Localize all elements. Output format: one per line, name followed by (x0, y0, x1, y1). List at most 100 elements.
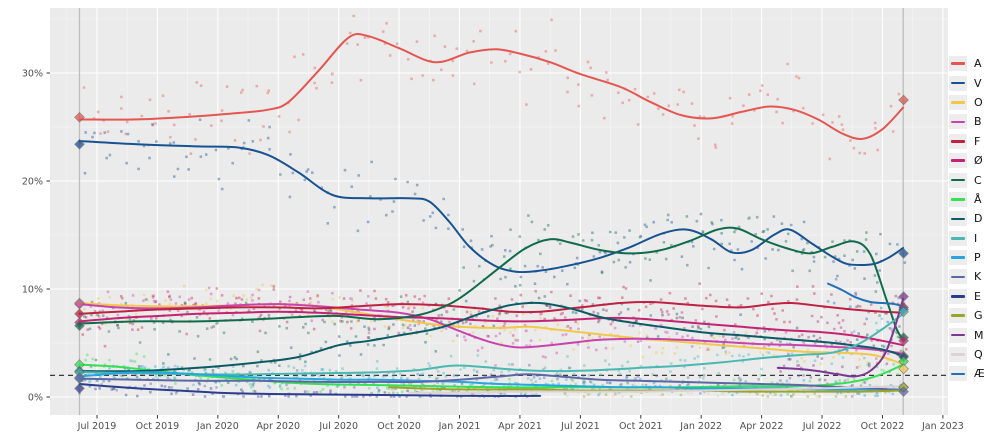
legend-line-swatch (951, 275, 965, 279)
gridlines-minor (50, 8, 948, 415)
x-tick-label: Jan 2022 (679, 421, 722, 432)
election-result-marker-M (898, 291, 909, 302)
election-result-marker-F (74, 308, 85, 320)
legend-key (949, 133, 967, 149)
legend-line-swatch (951, 159, 965, 162)
legend-key (949, 327, 967, 343)
election-result-marker-K (898, 386, 909, 397)
legend-key (949, 114, 967, 130)
legend-label: I (974, 231, 978, 245)
x-tick-label: Oct 2019 (136, 421, 180, 432)
legend-label: F (974, 134, 981, 148)
x-tick-label: Jul 2022 (802, 421, 842, 432)
legend-line-swatch (951, 217, 965, 221)
legend-label: D (974, 212, 983, 226)
series-scatter-C (83, 213, 900, 344)
legend-item-Æ: Æ (949, 364, 999, 383)
election-result-marker-I (898, 306, 909, 318)
series-line-G (388, 386, 905, 393)
legend-key (949, 172, 967, 188)
x-tick-label: Jan 2020 (196, 421, 239, 432)
legend-line-swatch (951, 333, 965, 337)
axis-ticks (46, 72, 944, 419)
legend-key (949, 269, 967, 285)
legend-item-K: K (949, 267, 999, 286)
plot-panel (50, 8, 948, 415)
legend-line-swatch (951, 295, 965, 298)
election-result-marker-V (898, 248, 909, 259)
legend-line-swatch (951, 256, 965, 259)
x-tick-label: Apr 2020 (256, 421, 300, 432)
legend-line-swatch (951, 372, 965, 376)
x-tick-label: Jul 2021 (560, 421, 600, 432)
legend-label: Q (974, 348, 983, 362)
data-layer (74, 14, 909, 398)
y-tick-label: 30% (22, 68, 43, 79)
legend-line-swatch (951, 101, 965, 104)
legend-line-swatch (951, 314, 965, 318)
legend-line-swatch (951, 62, 965, 65)
series-line-P (78, 371, 905, 391)
legend-item-E: E (949, 287, 999, 306)
series-line-Q (408, 385, 905, 394)
x-tick-label: Jul 2019 (77, 421, 117, 432)
series-line-V (78, 140, 905, 274)
legend-item-F: F (949, 132, 999, 151)
election-result-marker-A (898, 94, 909, 106)
legend-item-Ø: Ø (949, 151, 999, 170)
legend-key (949, 75, 967, 91)
legend-key (949, 230, 967, 246)
legend-item-P: P (949, 248, 999, 267)
x-tick-label: Apr 2022 (740, 421, 784, 432)
legend-key (949, 94, 967, 110)
series-line-E (78, 383, 542, 397)
election-result-marker-Å (74, 359, 85, 370)
x-tick-label: Oct 2020 (377, 421, 421, 432)
legend-line-swatch (951, 236, 965, 240)
legend-key (949, 288, 967, 304)
legend-line-swatch (951, 353, 965, 356)
election-result-marker-V (74, 138, 85, 150)
series-line-I (78, 312, 905, 376)
legend-key (949, 308, 967, 324)
x-tick-label: Oct 2022 (861, 421, 905, 432)
legend-item-G: G (949, 306, 999, 325)
legend-label: Å (974, 192, 982, 206)
legend-item-D: D (949, 209, 999, 228)
legend-key (949, 347, 967, 363)
legend-label: Æ (974, 367, 985, 381)
legend-key (949, 250, 967, 266)
legend-key (949, 366, 967, 382)
y-tick-label: 10% (22, 284, 43, 295)
legend-label: K (974, 270, 982, 284)
legend-key (949, 56, 967, 72)
legend-item-I: I (949, 229, 999, 248)
legend-label: M (974, 328, 984, 342)
legend-item-B: B (949, 112, 999, 131)
legend-line-swatch (951, 198, 965, 201)
legend-key (949, 153, 967, 169)
election-result-marker-K (74, 373, 85, 384)
y-tick-label: 0% (28, 392, 43, 403)
legend-label: Ø (974, 154, 983, 168)
series-line-K (78, 373, 905, 392)
series-line-Ø (78, 310, 905, 347)
series-line-B (78, 303, 905, 355)
x-tick-label: Oct 2021 (619, 421, 663, 432)
election-result-marker-O (898, 363, 909, 375)
election-result-marker-Ø (898, 335, 909, 347)
legend-label: A (974, 57, 982, 71)
x-tick-label: Jan 2021 (438, 421, 481, 432)
legend-label: B (974, 115, 982, 129)
series-line-M (776, 297, 905, 378)
y-tick-label: 20% (22, 176, 43, 187)
legend-key (949, 211, 967, 227)
election-result-marker-E (74, 383, 85, 394)
election-result-marker-B (74, 298, 85, 310)
election-result-marker-A (74, 111, 85, 123)
election-result-marker-Å (898, 356, 909, 367)
series-line-A (78, 33, 905, 140)
